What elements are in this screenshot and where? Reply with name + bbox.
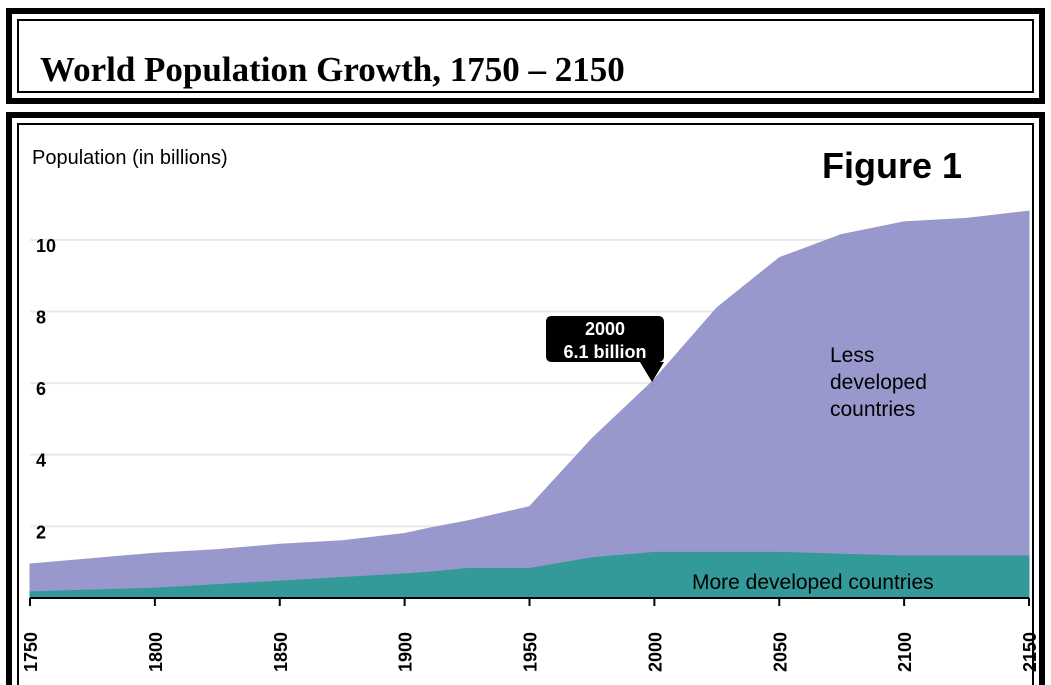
less-developed-label-line-2: developed — [830, 371, 927, 394]
x-tick-label-2050: 2050 — [770, 632, 790, 672]
x-axis: 1750 1800 1850 1900 1950 2000 2050 2100 2150 — [21, 597, 1040, 672]
x-tick-label-1950: 1950 — [521, 632, 541, 672]
callout-year: 2000 — [585, 319, 625, 339]
figure-label: Figure 1 — [822, 145, 962, 186]
y-axis-label: Population (in billions) — [32, 147, 228, 169]
less-developed-label-line-1: Less — [830, 344, 874, 367]
y-tick-label-10: 10 — [36, 236, 56, 256]
more-developed-label: More developed countries — [692, 571, 934, 594]
page-title: World Population Growth, 1750 – 2150 — [40, 50, 625, 89]
title-frame — [17, 19, 1034, 93]
y-tick-label-2: 2 — [36, 522, 46, 542]
x-tick-label-1850: 1850 — [271, 632, 291, 672]
callout-value: 6.1 billion — [563, 342, 646, 362]
y-tick-label-6: 6 — [36, 379, 46, 399]
chart-labels: Population (in billions) Figure 1 Less d… — [32, 145, 962, 594]
x-tick-label-1800: 1800 — [146, 632, 166, 672]
x-tick-label-2000: 2000 — [645, 632, 665, 672]
x-tick-label-1750: 1750 — [21, 632, 41, 672]
y-tick-label-8: 8 — [36, 307, 46, 327]
callout-bubble — [546, 316, 664, 382]
chart-frame — [17, 123, 1034, 685]
x-tick-label-1900: 1900 — [396, 632, 416, 672]
title-box: World Population Growth, 1750 – 2150 — [6, 8, 1045, 104]
y-tick-label-4: 4 — [36, 451, 46, 471]
x-tick-label-2100: 2100 — [895, 632, 915, 672]
area-less-developed — [29, 210, 1030, 592]
x-tick-label-2150: 2150 — [1020, 632, 1040, 672]
callout-2000: 2000 6.1 billion — [546, 316, 664, 382]
less-developed-label-line-3: countries — [830, 398, 915, 421]
